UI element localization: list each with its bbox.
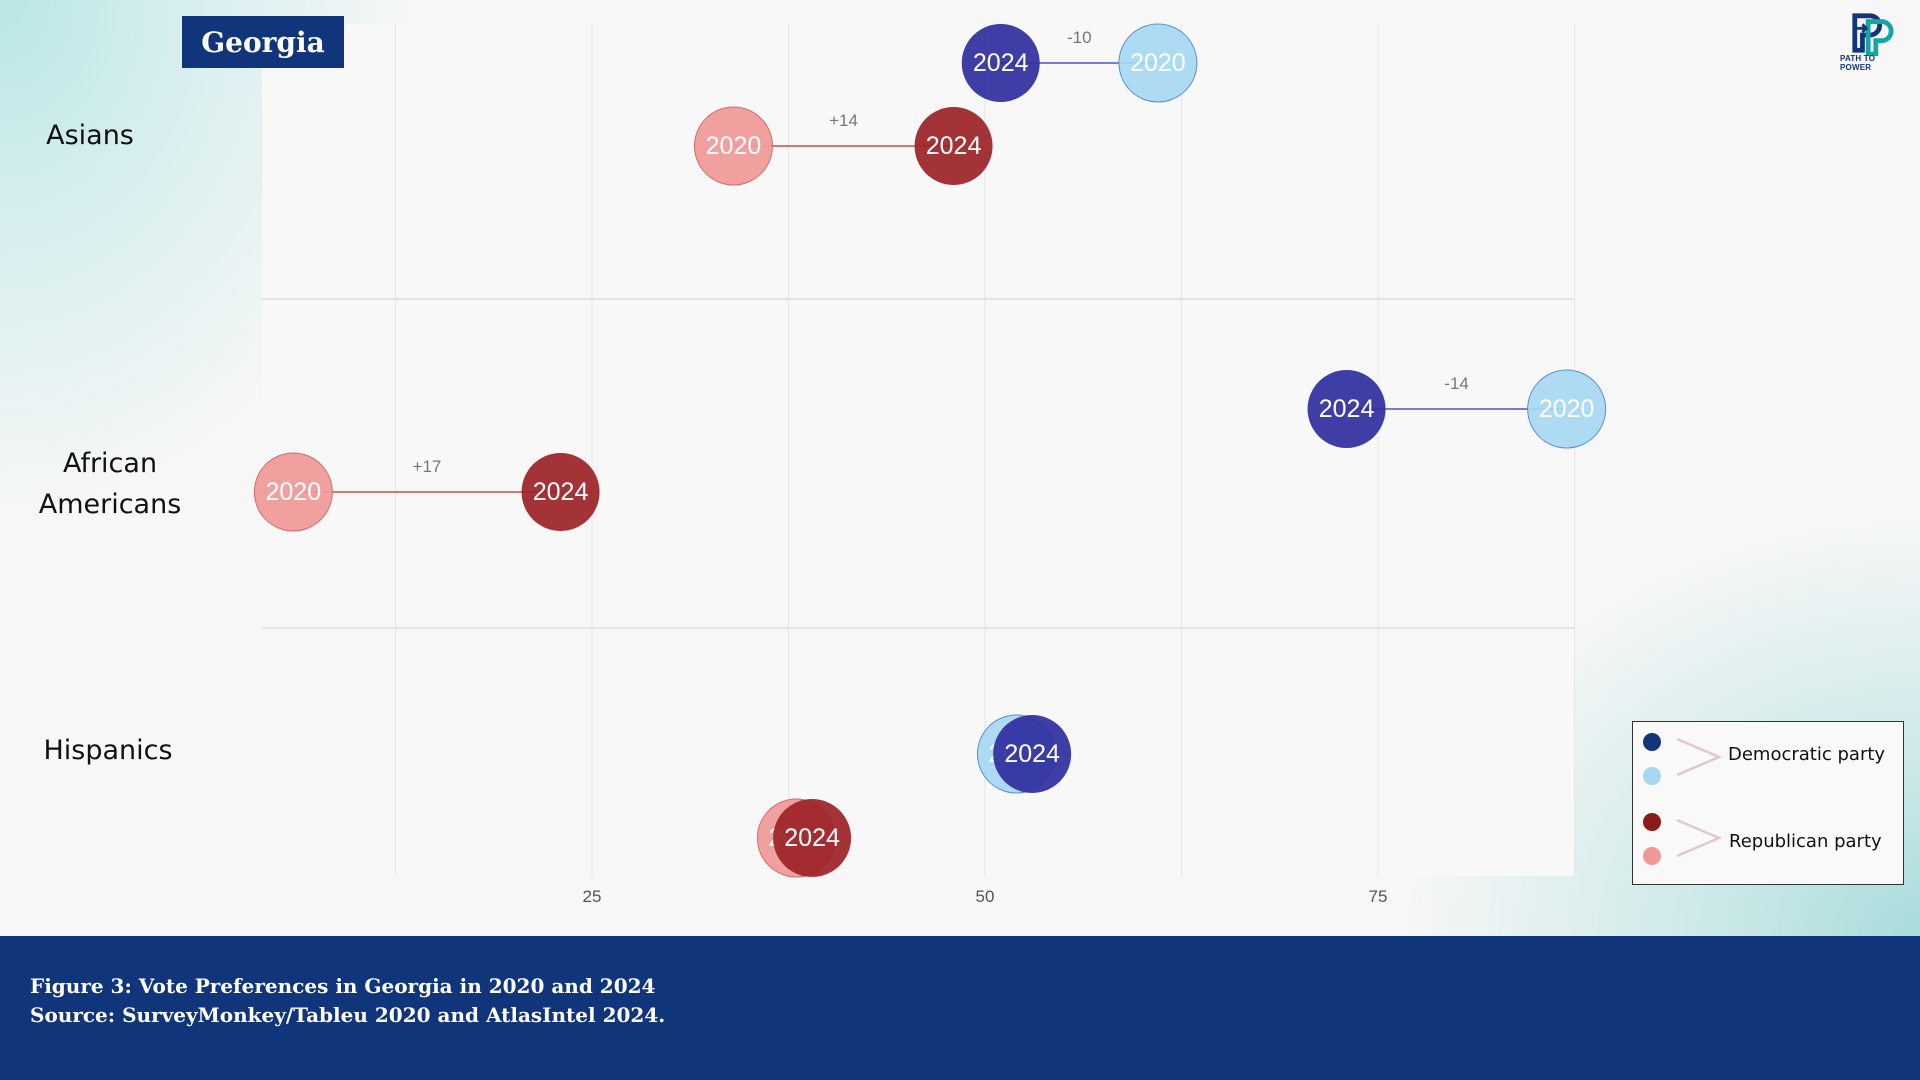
g0-dem-2020-label: 2020 [1130,49,1186,77]
g2-rep-2024-dot [773,799,852,877]
legend-republican-label: Republican party [1729,831,1882,852]
g2-rep-2024-label: 2024 [784,824,840,852]
figure-caption-block: Figure 3: Vote Preferences in Georgia in… [30,972,665,1030]
g1-rep-2024-dot [521,453,600,531]
g0-rep-2020-dot [693,106,773,186]
g2-dem-2024-label: 2024 [1004,740,1060,768]
x-tick-25: 25 [583,887,602,906]
g0-rep-2024-dot [914,107,993,185]
g1-rep-2024-label: 2024 [533,478,589,506]
logo-text: PATH TO POWER [1840,54,1876,72]
g2-dem-2024-dot [993,715,1072,793]
g0-dem-change-label: -10 [1067,28,1092,47]
g1-dem-2024-label: 2024 [1319,395,1375,423]
x-tick-50: 50 [976,887,995,906]
legend-rep-2020-dot [1643,847,1661,865]
row-label-asians: Asians [46,120,134,151]
g0-dem-2024-label: 2024 [973,49,1029,77]
footer: Figure 3: Vote Preferences in Georgia in… [0,936,1920,1080]
g1-dem-2024-dot [1307,370,1386,448]
row-label-african-americans: African Americans [38,448,182,520]
g0-dem-2020-dot [1118,23,1198,103]
figure-source: Source: SurveyMonkey/Tableu 2020 and Atl… [30,1003,666,1027]
g1-rep-2020-label: 2020 [266,478,322,506]
legend-dem-bracket-icon [1676,737,1723,777]
logo-mark-icon [1852,13,1894,56]
legend-democratic-label: Democratic party [1728,744,1886,765]
g0-dem-2024-dot [961,24,1040,102]
legend-rep-2024-dot [1643,813,1661,831]
plot-area [262,24,1574,876]
g0-rep-change-label: +14 [829,111,858,130]
g1-dem-2020-dot [1527,369,1607,449]
g1-rep-2020-dot [253,452,333,532]
state-badge: Georgia [182,16,344,68]
legend-dem-2024-dot [1643,733,1661,751]
row-label-hispanics: Hispanics [43,735,173,766]
g0-rep-2020-label: 2020 [706,132,762,160]
figure-caption: Figure 3: Vote Preferences in Georgia in… [30,974,656,998]
vote-preference-chart: 25 50 75 -10 2020 2024 +14 2020 2024 -14 2020 2024 +… [253,23,1607,906]
legend-rep-bracket-icon [1676,818,1723,858]
x-tick-75: 75 [1369,887,1388,906]
path-to-power-logo: PATH TO POWER [1840,12,1904,72]
g0-rep-2024-label: 2024 [926,132,982,160]
g1-dem-2020-label: 2020 [1539,395,1595,423]
legend-dem-2020-dot [1643,767,1661,785]
legend: Democratic party Republican party [1632,721,1904,885]
g1-rep-change-label: +17 [413,457,442,476]
g1-dem-change-label: -14 [1444,374,1469,393]
